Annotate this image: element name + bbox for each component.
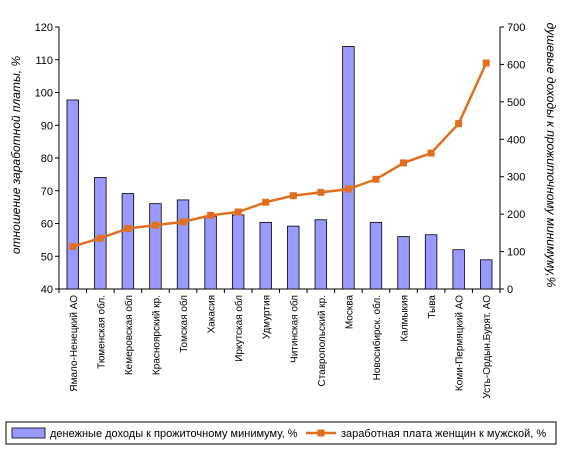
x-tick-label: Тюменская обл. bbox=[95, 295, 107, 369]
x-tick-label: Усть-Ордын.Бурят. АО bbox=[482, 295, 493, 399]
x-tick-label: Читинская обл bbox=[288, 295, 300, 363]
left-tick-label: 50 bbox=[41, 251, 53, 263]
line-point bbox=[234, 208, 242, 216]
x-tick-label: Новосибирск. обл. bbox=[371, 295, 383, 380]
x-tick-label: Коми-Пермяцкий АО bbox=[455, 295, 466, 391]
bar bbox=[424, 234, 438, 290]
x-tick-label: Иркутская обл bbox=[233, 295, 245, 362]
left-axis-title: отношение заработной платы, % bbox=[9, 56, 23, 255]
line-point bbox=[317, 188, 325, 196]
left-tick-label: 110 bbox=[35, 55, 53, 67]
bar bbox=[480, 259, 493, 290]
line-point bbox=[455, 120, 463, 128]
bar bbox=[314, 219, 328, 290]
line-point bbox=[96, 234, 104, 242]
line-point bbox=[372, 175, 380, 183]
line-point bbox=[124, 224, 132, 232]
bar bbox=[66, 99, 79, 290]
right-tick-label: 400 bbox=[507, 134, 525, 146]
bar bbox=[342, 46, 355, 290]
right-tick-label: 700 bbox=[507, 22, 525, 34]
right-tick-label: 500 bbox=[507, 97, 525, 109]
line-point bbox=[69, 242, 77, 250]
legend-box bbox=[5, 421, 557, 445]
line-point bbox=[207, 211, 215, 219]
bar bbox=[452, 249, 465, 290]
bar bbox=[121, 193, 135, 290]
bar bbox=[149, 203, 162, 290]
line-point bbox=[151, 221, 159, 229]
right-tick-label: 200 bbox=[507, 209, 525, 221]
right-axis-title: душевые доходы к прожиточному минимуму,% bbox=[544, 23, 558, 288]
x-tick-label: Хакасия bbox=[207, 295, 218, 333]
line-point bbox=[344, 185, 352, 193]
bar bbox=[176, 199, 190, 290]
x-tick-label: Удмуртия bbox=[262, 295, 273, 339]
line-point bbox=[400, 159, 408, 167]
left-tick-label: 60 bbox=[41, 219, 53, 231]
left-tick-label: 40 bbox=[41, 284, 53, 296]
x-tick-label: Томская обл bbox=[178, 295, 190, 353]
x-tick-label: Красноярский кр. bbox=[151, 295, 162, 375]
right-tick-label: 600 bbox=[507, 59, 525, 71]
x-tick-label: Тыва bbox=[427, 295, 438, 319]
right-tick-label: 300 bbox=[507, 172, 525, 184]
x-tick-label: Ставропольский кр. bbox=[317, 295, 328, 387]
legend: денежные доходы к прожиточному минимуму,… bbox=[5, 421, 557, 445]
legend-bar-label: денежные доходы к прожиточному минимуму,… bbox=[50, 428, 298, 440]
right-tick-label: 100 bbox=[507, 247, 525, 259]
plot-area: 40 50 60 70 80 90 100 110 120 0 100 200 300 400 500 600… bbox=[35, 22, 526, 399]
bar bbox=[287, 225, 300, 290]
legend-line-label: заработная плата женщин к мужской, % bbox=[341, 428, 546, 440]
x-tick-label: Ямало-Ненецкий АО bbox=[69, 295, 80, 392]
left-tick-label: 100 bbox=[35, 88, 53, 100]
line-point bbox=[427, 149, 435, 157]
line-series bbox=[72, 62, 488, 248]
left-tick-label: 80 bbox=[41, 153, 53, 165]
bar bbox=[231, 214, 245, 290]
line-point bbox=[482, 59, 490, 67]
x-tick-label: Кемеровская обл bbox=[123, 295, 135, 375]
bar bbox=[397, 236, 410, 290]
x-tick-label: Калмыкия bbox=[400, 295, 411, 342]
line-point bbox=[289, 192, 297, 200]
legend-bar-swatch bbox=[11, 427, 46, 439]
left-tick-label: 90 bbox=[41, 120, 53, 132]
line-point bbox=[262, 198, 270, 206]
bar bbox=[204, 215, 217, 290]
right-tick-label: 0 bbox=[507, 284, 513, 296]
bar bbox=[369, 221, 383, 290]
left-tick-label: 120 bbox=[35, 22, 53, 34]
line-point bbox=[179, 218, 187, 226]
legend-line-marker bbox=[317, 429, 325, 437]
left-tick-label: 70 bbox=[41, 186, 53, 198]
x-tick-label: Москва bbox=[344, 295, 355, 330]
bar bbox=[94, 177, 107, 290]
bar bbox=[259, 221, 272, 290]
